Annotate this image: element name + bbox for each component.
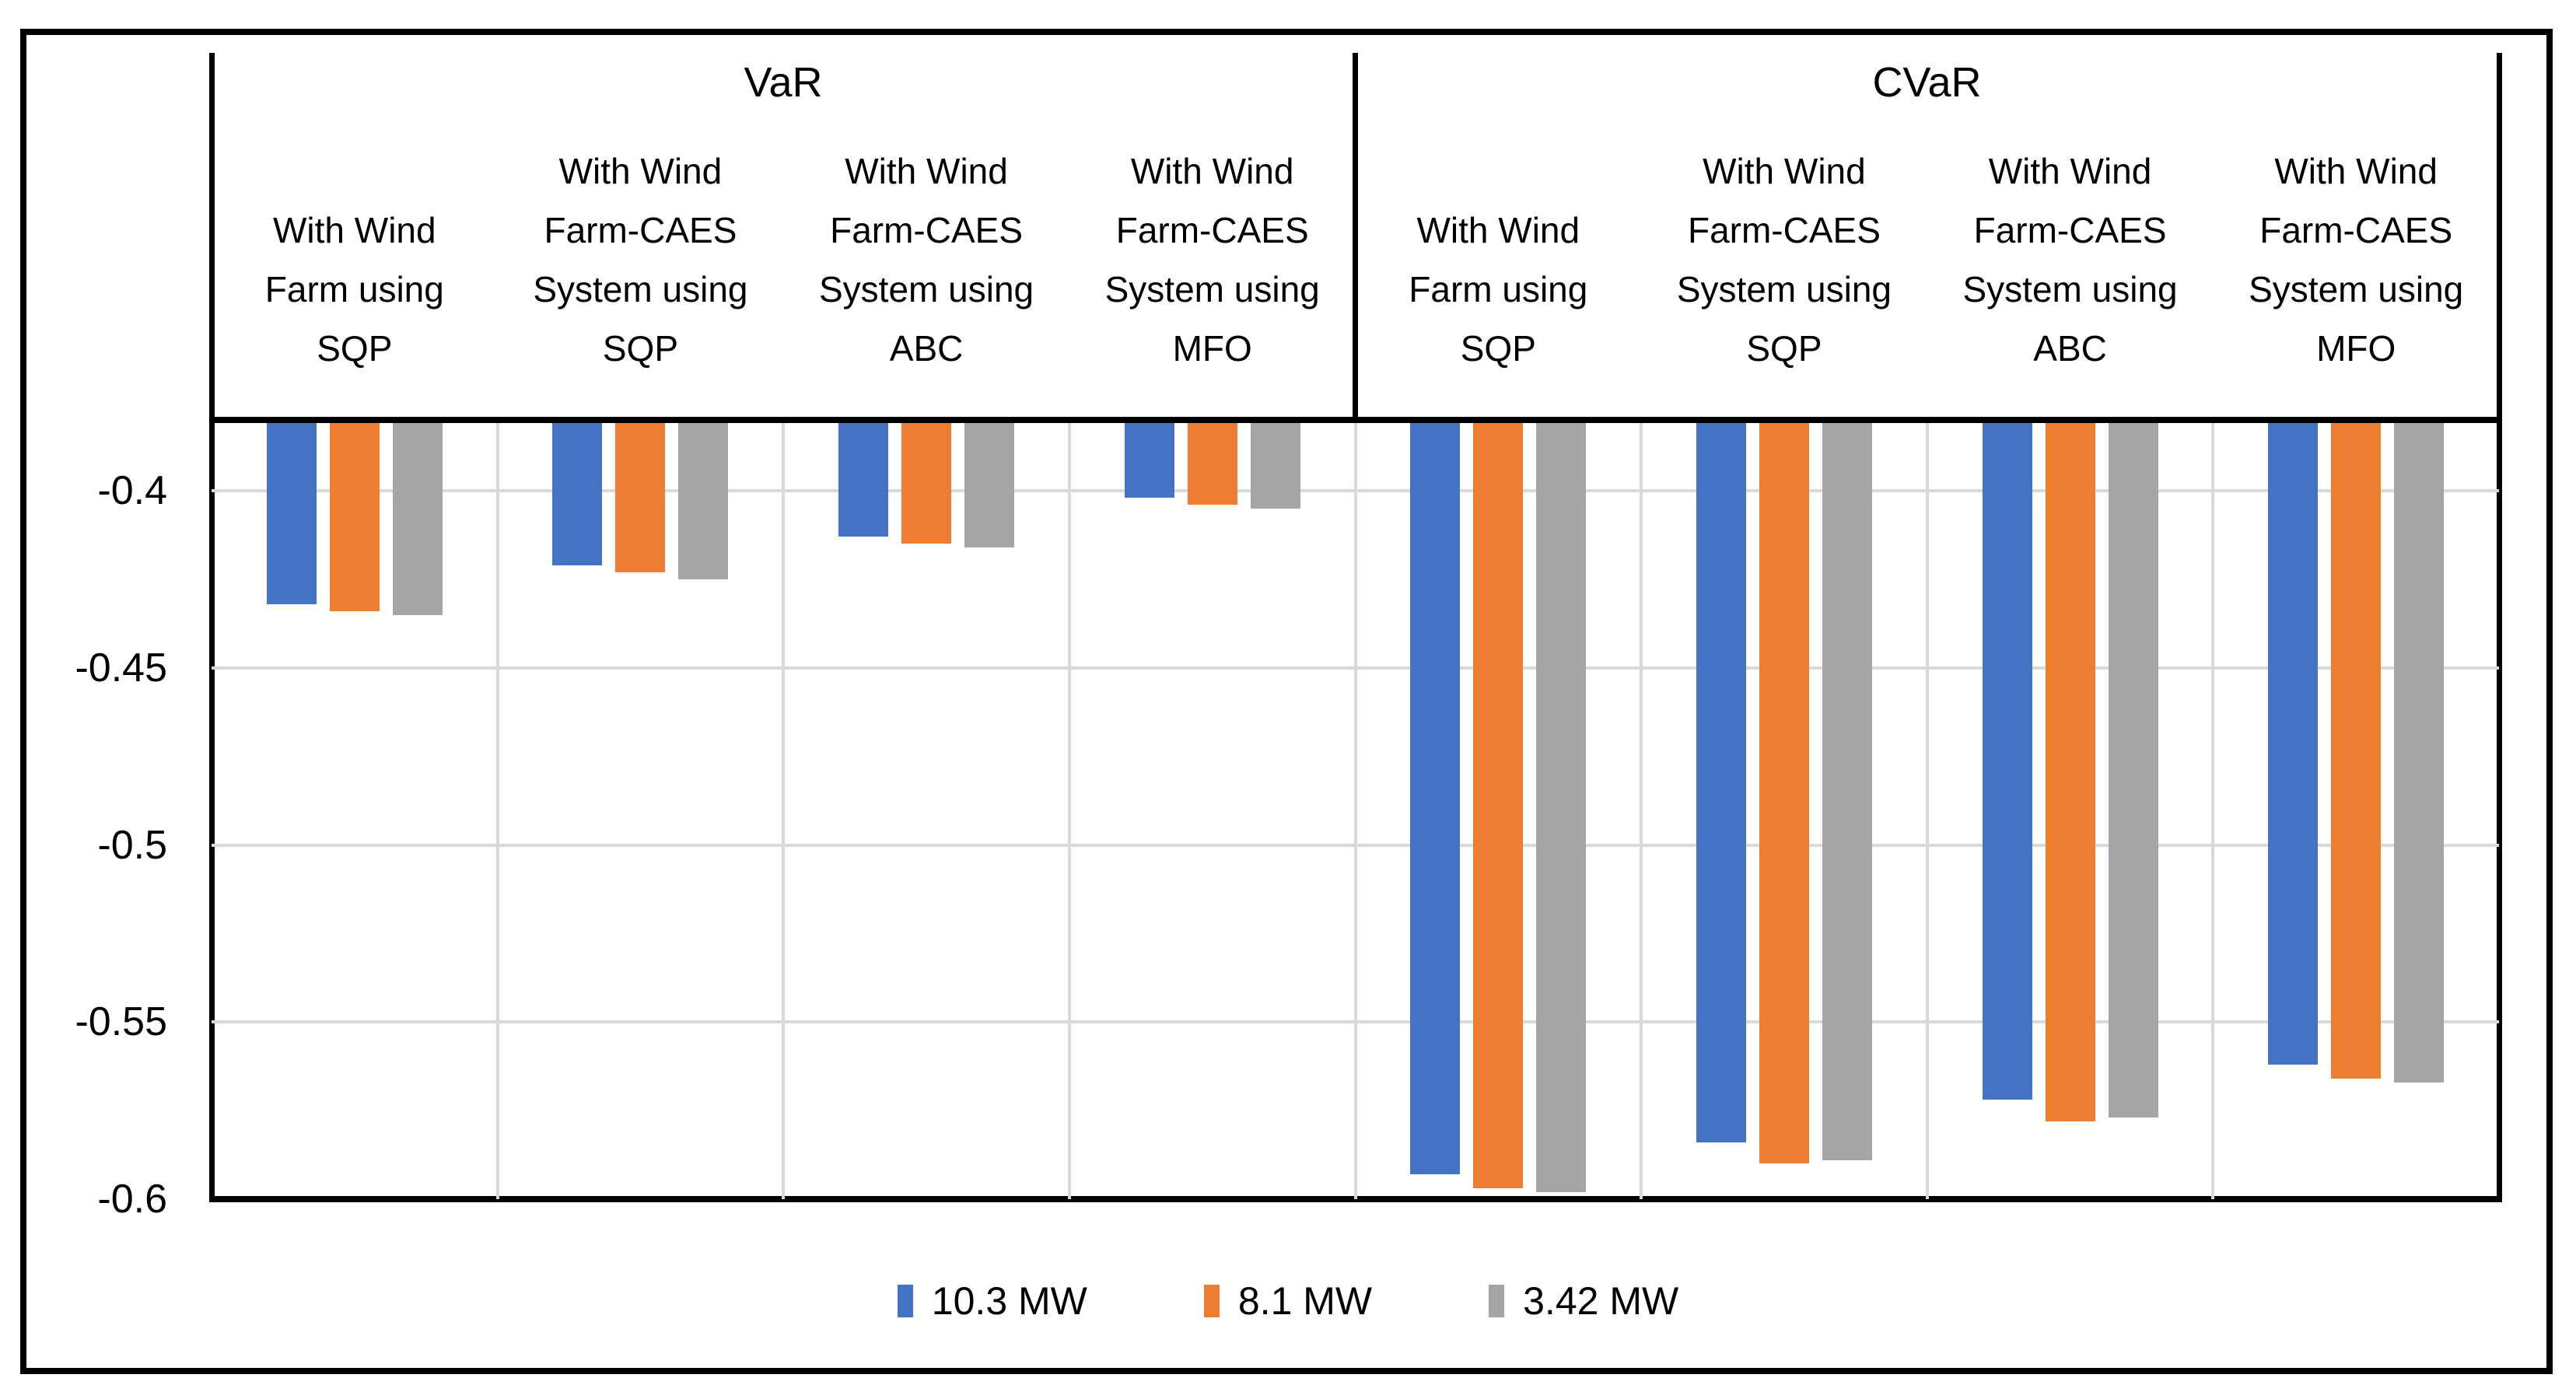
chart-border [20, 29, 2553, 1374]
bar [1473, 423, 1524, 1189]
bar [964, 423, 1015, 547]
category-label: With Wind Farm-CAES System using MFO [2249, 151, 2464, 369]
legend-label: 10.3 MW [931, 1279, 1087, 1323]
legend-swatch-3-42-mw [1489, 1285, 1505, 1317]
bar [1250, 423, 1300, 509]
legend-swatch-10-3-mw [897, 1285, 913, 1317]
section-title-cvar: CVaR [1872, 59, 1982, 106]
category-label: With Wind Farm-CAES System using ABC [819, 151, 1034, 369]
v-gridline [495, 423, 499, 1199]
legend-item: 8.1 MW [1203, 1279, 1373, 1323]
legend-item: 3.42 MW [1489, 1279, 1678, 1323]
category-label: With Wind Farm-CAES System using SQP [1676, 151, 1892, 369]
bar [1822, 423, 1872, 1160]
bar [678, 423, 729, 579]
y-tick-label: -0.45 [75, 645, 167, 691]
bar [266, 423, 317, 604]
plot-right-border [2497, 53, 2502, 1202]
bar [1410, 423, 1461, 1175]
bar [2394, 423, 2445, 1082]
category-axis-line [209, 417, 2502, 423]
bar [901, 423, 952, 544]
category-label: With Wind Farm using SQP [264, 210, 444, 369]
y-tick-label: -0.5 [97, 822, 167, 868]
legend-label: 3.42 MW [1523, 1279, 1679, 1323]
section-title-var: VaR [744, 59, 823, 106]
bar [392, 423, 443, 615]
bar [2331, 423, 2382, 1079]
bar [1536, 423, 1587, 1192]
v-gridline [1067, 423, 1071, 1199]
bar [552, 423, 603, 565]
category-label: With Wind Farm-CAES System using ABC [1962, 151, 2178, 369]
bar [2045, 423, 2095, 1121]
v-gridline [1925, 423, 1929, 1199]
y-tick-label: -0.6 [97, 1177, 167, 1222]
bar [2108, 423, 2158, 1118]
v-gridline [1353, 423, 1357, 1199]
section-divider-line [1353, 53, 1358, 420]
v-gridline [1640, 423, 1643, 1199]
legend-label: 8.1 MW [1237, 1279, 1373, 1323]
plot-bottom-border [209, 1196, 2502, 1202]
bar [1124, 423, 1174, 498]
bar [615, 423, 666, 572]
bar [838, 423, 889, 537]
bar [1982, 423, 2032, 1100]
legend: 10.3 MW 8.1 MW 3.42 MW [0, 1279, 2576, 1323]
v-gridline [782, 423, 786, 1199]
bar [1759, 423, 1809, 1164]
bar [2268, 423, 2319, 1065]
category-label: With Wind Farm-CAES System using MFO [1104, 151, 1320, 369]
category-label: With Wind Farm-CAES System using SQP [533, 151, 748, 369]
v-gridline [2211, 423, 2215, 1199]
y-axis-line [209, 53, 215, 1202]
bar [1696, 423, 1746, 1143]
category-label: With Wind Farm using SQP [1409, 210, 1588, 369]
bar [329, 423, 380, 611]
bar [1187, 423, 1237, 505]
y-tick-label: -0.55 [75, 999, 167, 1045]
y-tick-label: -0.4 [97, 468, 167, 514]
legend-swatch-8-1-mw [1203, 1285, 1220, 1317]
legend-item: 10.3 MW [897, 1279, 1087, 1323]
